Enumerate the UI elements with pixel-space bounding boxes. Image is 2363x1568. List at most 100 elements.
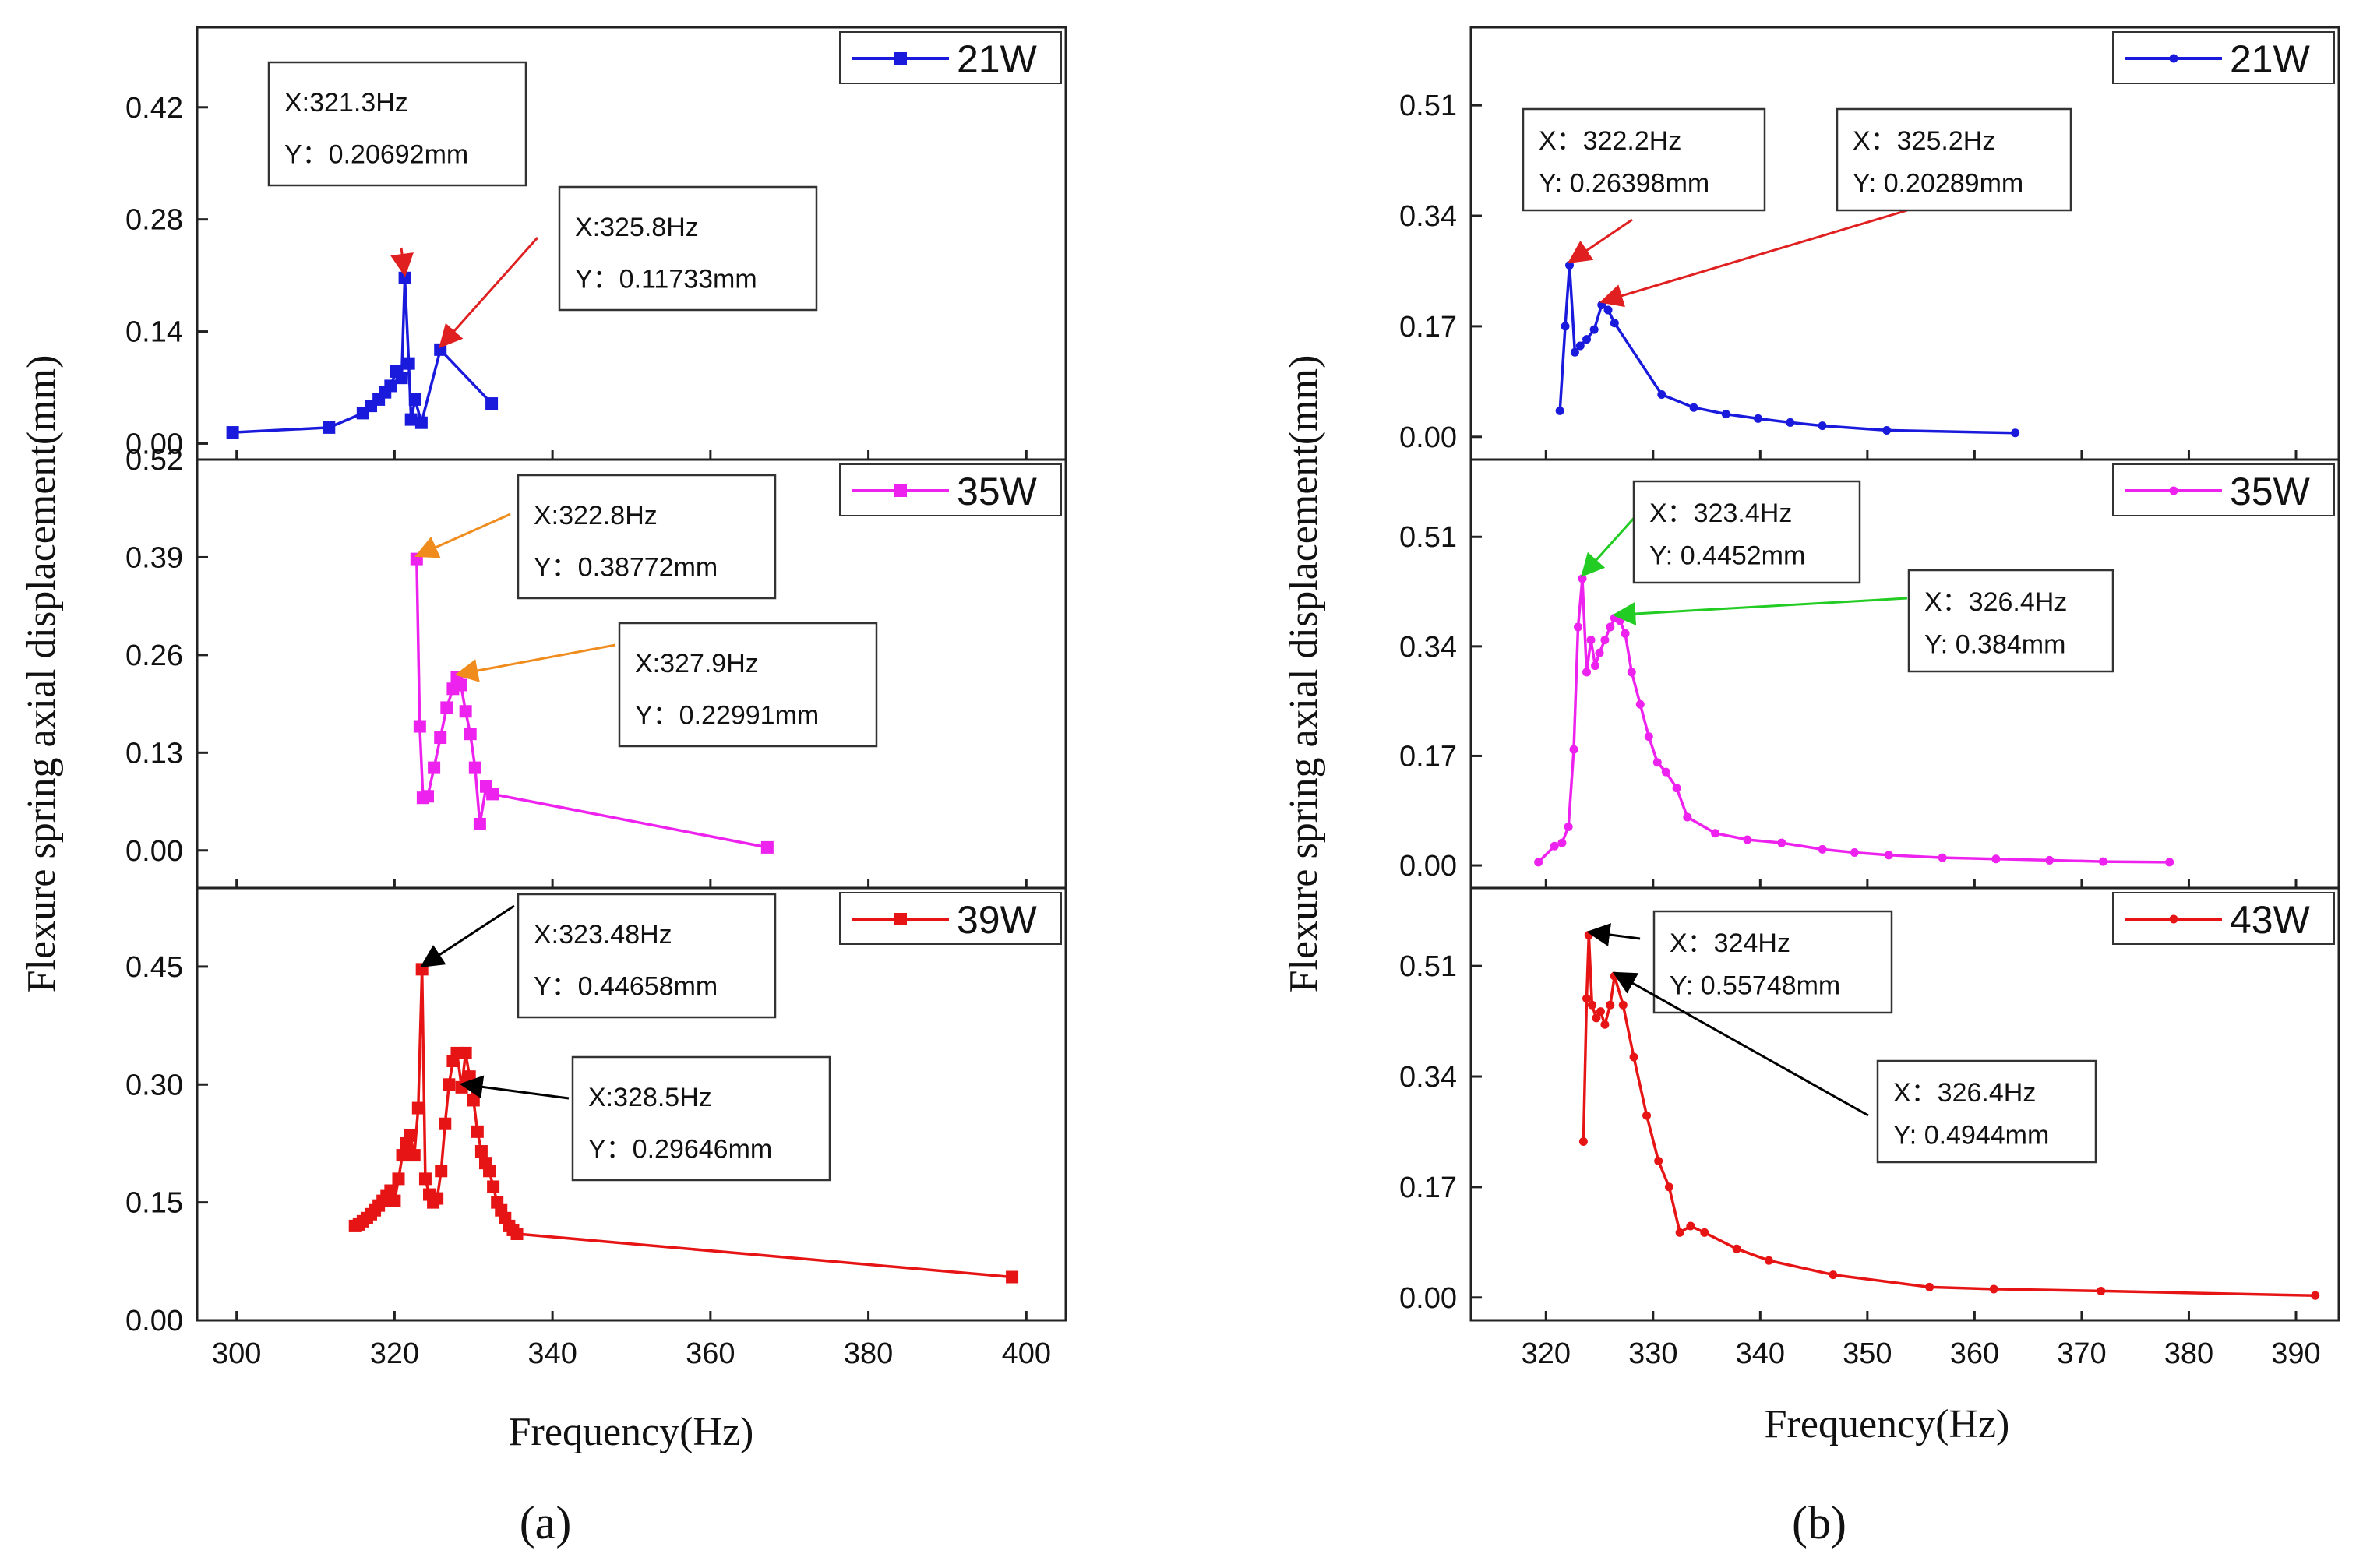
data-point — [1618, 1000, 1628, 1010]
x-axis-title: Frequency(Hz) — [509, 1410, 754, 1454]
data-point — [463, 1070, 476, 1084]
data-point — [1565, 260, 1575, 270]
y-axis-title: Flexure spring axial displacement(mm) — [1282, 355, 1326, 993]
legend-marker — [2169, 486, 2178, 495]
legend-marker — [894, 484, 907, 497]
data-point — [1555, 406, 1564, 415]
data-point — [1564, 822, 1573, 831]
data-point — [1606, 1000, 1615, 1010]
annotation-x-label: X:321.3Hz — [284, 88, 408, 118]
annotation-box — [1652, 910, 1893, 1014]
x-tick-label: 340 — [527, 1337, 577, 1370]
data-point — [1596, 1007, 1605, 1017]
annotation-arrow — [1586, 923, 1641, 946]
legend-label: 43W — [2230, 898, 2311, 942]
data-point — [468, 761, 481, 774]
annotation-y-label: Y: 0.384mm — [1924, 630, 2065, 660]
y-tick-label: 0.00 — [125, 1305, 183, 1337]
data-point — [1675, 1228, 1684, 1237]
panel-label-b: (b) — [1792, 1497, 1846, 1549]
data-point — [1582, 994, 1592, 1003]
subplot-a-21W: 0.000.140.280.4221WX:321.3HzY：0.20692mmX… — [125, 26, 1067, 461]
data-point — [421, 790, 434, 803]
data-point — [1786, 418, 1795, 427]
y-tick-label: 0.00 — [1399, 850, 1457, 883]
data-point — [1686, 1221, 1695, 1231]
series-line-35W — [1537, 577, 2170, 864]
y-tick-label: 0.34 — [1399, 1061, 1457, 1094]
annotation: X：322.2Hz Y: 0.26398mm — [1522, 107, 1766, 264]
annotation-y-label: Y：0.20692mm — [284, 140, 468, 170]
data-point — [395, 372, 408, 385]
data-point — [435, 1165, 448, 1178]
y-tick-label: 0.51 — [1399, 521, 1457, 554]
data-point — [2165, 858, 2174, 867]
data-point — [1557, 838, 1567, 847]
annotation-x-label: X:322.8Hz — [534, 501, 658, 530]
data-point — [1629, 1052, 1638, 1062]
data-point — [384, 1184, 397, 1197]
data-point — [396, 1149, 409, 1162]
data-point — [411, 1101, 425, 1115]
annotation-box — [267, 61, 527, 187]
data-point — [1938, 853, 1947, 862]
annotation-box — [517, 893, 777, 1019]
subplot-a-39W: 0.00 0.15 0.30 0.45 39W X:323.48Hz Y：0.44658mm… — [125, 886, 1067, 1337]
data-point — [1732, 1244, 1741, 1253]
data-point — [1600, 1020, 1610, 1029]
data-point — [1925, 1282, 1934, 1291]
x-tick-label: 390 — [2271, 1337, 2320, 1370]
data-point — [1578, 574, 1587, 583]
annotation: X:327.9Hz Y：0.22991mm — [454, 622, 878, 748]
data-point — [760, 840, 774, 854]
x-tick-label: 380 — [2164, 1337, 2213, 1370]
data-point — [1644, 732, 1653, 742]
annotation: X:323.48Hz Y：0.44658mm — [420, 893, 777, 1019]
data-point — [413, 720, 426, 733]
y-tick-label: 0.51 — [1399, 90, 1457, 122]
data-point — [1006, 1270, 1019, 1284]
legend-marker — [894, 52, 907, 65]
data-point — [1689, 403, 1698, 412]
data-point — [404, 413, 418, 426]
data-point — [1657, 390, 1666, 400]
data-point — [487, 1180, 500, 1193]
annotation-box — [517, 474, 777, 600]
data-point — [439, 1117, 452, 1130]
data-point — [388, 1194, 401, 1207]
legend-21W: 21W — [839, 31, 1062, 84]
data-point — [467, 1094, 480, 1107]
data-point — [455, 1080, 468, 1094]
y-tick-label: 0.17 — [1399, 311, 1457, 344]
data-point — [1654, 1157, 1663, 1166]
data-point — [1721, 410, 1730, 419]
annotation: X：323.4Hz Y: 0.4452mm — [1581, 480, 1861, 584]
x-tick-label: 380 — [844, 1337, 893, 1370]
annotation-y-label: Y：0.44658mm — [534, 972, 718, 1002]
legend-label: 21W — [2230, 37, 2311, 81]
annotation-arrow — [1581, 514, 1638, 578]
annotation: X：326.4Hz Y: 0.384mm — [1612, 569, 2114, 673]
chart-b: 0.00 0.17 0.34 0.51 21W X：322.2Hz Y: 0.26398mm… — [1282, 26, 2340, 1446]
legend-marker — [894, 913, 907, 925]
data-point — [2011, 428, 2020, 438]
data-point — [459, 1046, 472, 1059]
plot-frame — [196, 886, 1067, 1322]
data-point — [434, 731, 447, 745]
plot-frame — [1469, 886, 2340, 1322]
data-point — [483, 1165, 496, 1178]
annotation-arrow — [1599, 209, 1908, 308]
data-point — [1991, 854, 2001, 864]
x-tick-label: 350 — [1843, 1337, 1892, 1370]
annotation: X:321.3Hz Y：0.20692mm — [267, 61, 527, 277]
data-point — [1603, 305, 1613, 315]
annotation-arrow — [1568, 218, 1633, 264]
annotation: X:328.5Hz Y：0.29646mm — [459, 1055, 831, 1182]
data-point — [1683, 812, 1692, 822]
data-point — [414, 416, 428, 429]
data-point — [1578, 1136, 1588, 1146]
plot-frame — [1469, 26, 2340, 461]
x-tick-label: 360 — [1950, 1337, 1999, 1370]
